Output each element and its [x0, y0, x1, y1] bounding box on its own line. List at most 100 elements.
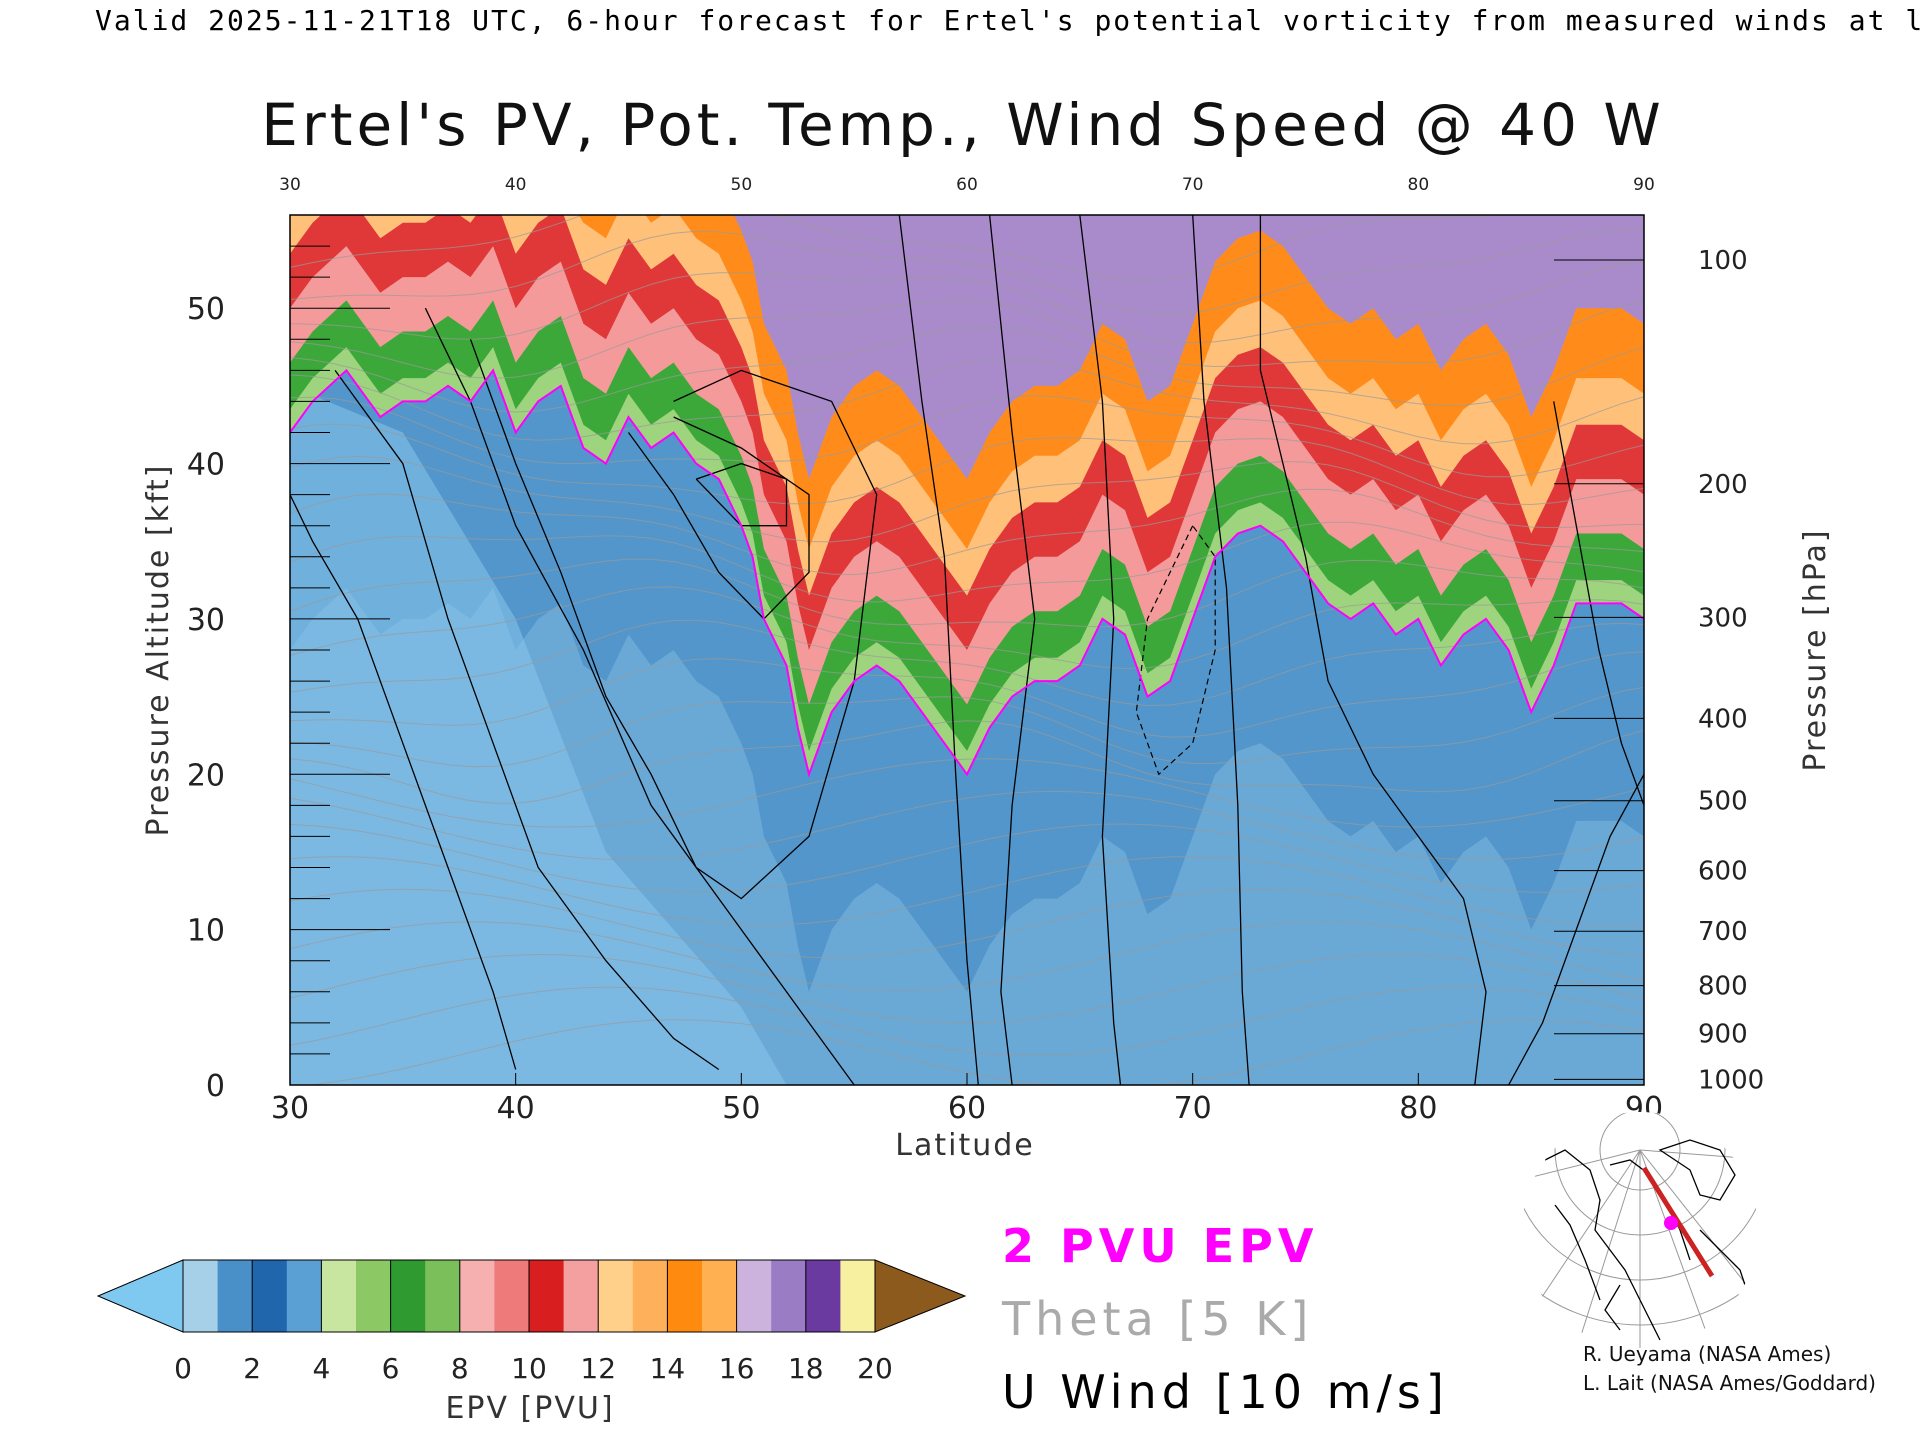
legend-2pvu: 2 PVU EPV [1002, 1219, 1318, 1273]
y-left-tick-label: 30 [187, 603, 225, 638]
u-wind-contour-4 [695, 462, 788, 527]
x-top-tick-label: 60 [956, 175, 978, 195]
y-left-tick-label: 0 [206, 1069, 225, 1104]
colorbar-segment [390, 1260, 426, 1332]
credit-line-1: R. Ueyama (NASA Ames) [1583, 1342, 1831, 1366]
plot-area: 30 40 50 60 70 80 90 30 40 50 60 70 80 90 0 10 20 30 40 5… [187, 175, 1764, 1126]
y-left-tick-label: 50 [187, 292, 225, 327]
theta-contour [290, 299, 1644, 379]
colorbar-under-arrow [96, 1259, 184, 1333]
band-south-low [290, 385, 787, 1085]
y-axis-left-ticks: 0 10 20 30 40 50 [187, 214, 390, 1104]
y-left-tick-label: 40 [187, 448, 225, 483]
theta-contour [290, 856, 1644, 926]
y-right-tick-label: 800 [1698, 972, 1748, 1002]
colorbar-tick-label: 14 [650, 1352, 686, 1385]
colorbar-segment [840, 1260, 876, 1332]
x-tick-label: 60 [948, 1091, 986, 1126]
colorbar-segment [771, 1260, 807, 1332]
theta-contour [290, 823, 1644, 893]
theta-contour [290, 260, 1644, 344]
y-left-tick-label: 20 [187, 758, 225, 793]
location-marker [1664, 1216, 1678, 1230]
y-right-tick-label: 700 [1698, 917, 1748, 947]
theta-contour [290, 228, 1644, 315]
inset-map [1522, 1112, 1758, 1348]
y-axis-right-ticks: 1000 900 800 700 600 500 400 300 200 100 [1554, 246, 1764, 1095]
colorbar-tick-label: 10 [511, 1352, 547, 1385]
u-wind-negative-contour [1135, 525, 1216, 776]
u-wind-contour-12 [1508, 773, 1644, 1085]
theta-contour [290, 921, 1644, 991]
theta-contours [290, 215, 1644, 1085]
x-tick-label: 50 [722, 1091, 760, 1126]
u-wind-contour-0 [290, 494, 517, 1070]
x-axis-label: Latitude [895, 1128, 1034, 1163]
theta-contour [290, 558, 1644, 628]
y-right-tick-label: 300 [1698, 603, 1748, 633]
x-top-tick-label: 80 [1408, 175, 1430, 195]
x-top-tick-label: 90 [1633, 175, 1655, 195]
colorbar-segment [632, 1260, 668, 1332]
colorbar-tick-label: 6 [382, 1352, 400, 1385]
colorbar-segment [321, 1260, 357, 1332]
theta-contour [290, 953, 1644, 1024]
colorbar-segment [183, 1260, 219, 1332]
theta-contour [290, 455, 1644, 543]
y-left-tick-label: 10 [187, 914, 225, 949]
x-top-tick-label: 40 [505, 175, 527, 195]
theta-contour [290, 325, 1644, 413]
u-wind-contour-10 [1259, 215, 1487, 1085]
theta-contour [290, 686, 1644, 768]
colorbar-segment [494, 1260, 530, 1332]
colorbar-label: EPV [PVU] [445, 1391, 614, 1426]
x-axis-top-ticks: 30 40 50 60 70 80 90 [279, 175, 1655, 195]
y-right-tick-label: 200 [1698, 470, 1748, 500]
colorbar-segment [459, 1260, 495, 1332]
colorbar-tick-label: 0 [174, 1352, 192, 1385]
y-right-tick-label: 1000 [1698, 1065, 1764, 1095]
y-right-tick-label: 600 [1698, 857, 1748, 887]
theta-contour [290, 215, 1499, 281]
x-top-tick-label: 50 [731, 175, 753, 195]
y-right-tick-label: 900 [1698, 1020, 1748, 1050]
x-tick-label: 40 [497, 1091, 535, 1126]
y-right-tick-label: 500 [1698, 787, 1748, 817]
colorbar-over-arrow [874, 1259, 967, 1333]
colorbar-segment [425, 1260, 461, 1332]
theta-contour [290, 758, 1644, 828]
legend-theta: Theta [5 K] [1001, 1292, 1313, 1346]
theta-contour [290, 1019, 1644, 1085]
theta-contour [290, 986, 1644, 1057]
epv-color-bands [290, 215, 1644, 1085]
u-wind-contours [290, 215, 1644, 1085]
theta-contour [290, 651, 1644, 738]
u-wind-contour-1 [334, 370, 720, 1071]
theta-contour [290, 488, 1644, 576]
colorbar-segment [805, 1260, 841, 1332]
theta-contour [290, 357, 1644, 445]
y-axis-right-label: Pressure [hPa] [1798, 528, 1833, 771]
header-text: Valid 2025-11-21T18 UTC, 6-hour forecast… [95, 4, 1920, 37]
theta-contour [290, 423, 1644, 506]
x-tick-label: 30 [271, 1091, 309, 1126]
x-axis-ticks: 30 40 50 60 70 80 90 [271, 1073, 1663, 1126]
colorbar-tick-label: 12 [580, 1352, 616, 1385]
colorbar-tick-label: 4 [312, 1352, 330, 1385]
colorbar-segment [286, 1260, 322, 1332]
colorbar-segment [702, 1260, 738, 1332]
x-tick-label: 70 [1174, 1091, 1212, 1126]
cross-section-path [1641, 1166, 1715, 1278]
colorbar-segment [563, 1260, 599, 1332]
x-top-tick-label: 70 [1182, 175, 1204, 195]
epv-band-6 [733, 215, 1644, 480]
colorbar-segment [736, 1260, 772, 1332]
theta-contour [290, 790, 1644, 861]
colorbar-segment [217, 1260, 253, 1332]
y-right-tick-label: 400 [1698, 704, 1748, 734]
u-wind-contour-2 [469, 339, 878, 900]
tropopause-2pvu-line [290, 368, 1644, 778]
colorbar-segment [529, 1260, 565, 1332]
legend-u-wind: U Wind [10 m/s] [1002, 1365, 1449, 1419]
colorbar-tick-label: 20 [857, 1352, 893, 1385]
